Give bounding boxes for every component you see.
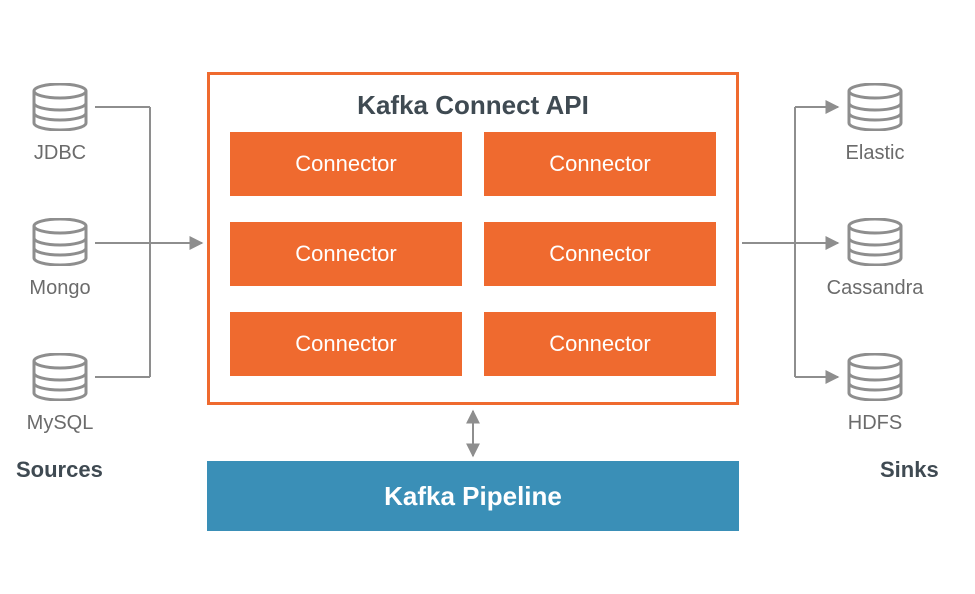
kafka-pipeline-box: Kafka Pipeline	[207, 461, 739, 531]
api-box-title: Kafka Connect API	[210, 90, 736, 121]
database-icon	[845, 353, 905, 401]
connector-cell: Connector	[230, 222, 462, 286]
source-label: JDBC	[10, 142, 110, 165]
connector-cell: Connector	[230, 132, 462, 196]
database-icon	[845, 218, 905, 266]
connector-cell: Connector	[230, 312, 462, 376]
database-icon	[845, 83, 905, 131]
connector-label: Connector	[549, 241, 651, 267]
connector-label: Connector	[549, 331, 651, 357]
connector-cell: Connector	[484, 132, 716, 196]
sources-heading: Sources	[16, 457, 103, 483]
diagram-canvas: JDBC Mongo MySQL	[0, 0, 975, 594]
connector-label: Connector	[295, 241, 397, 267]
connector-label: Connector	[295, 331, 397, 357]
database-icon	[30, 83, 90, 131]
sinks-heading: Sinks	[880, 457, 939, 483]
database-icon	[30, 353, 90, 401]
connector-cell: Connector	[484, 312, 716, 376]
sink-label: Cassandra	[825, 277, 925, 300]
source-label: MySQL	[10, 412, 110, 435]
sink-label: Elastic	[825, 142, 925, 165]
connector-label: Connector	[549, 151, 651, 177]
source-label: Mongo	[10, 277, 110, 300]
sink-label: HDFS	[825, 412, 925, 435]
database-icon	[30, 218, 90, 266]
pipeline-label: Kafka Pipeline	[384, 481, 562, 512]
connector-cell: Connector	[484, 222, 716, 286]
connector-label: Connector	[295, 151, 397, 177]
